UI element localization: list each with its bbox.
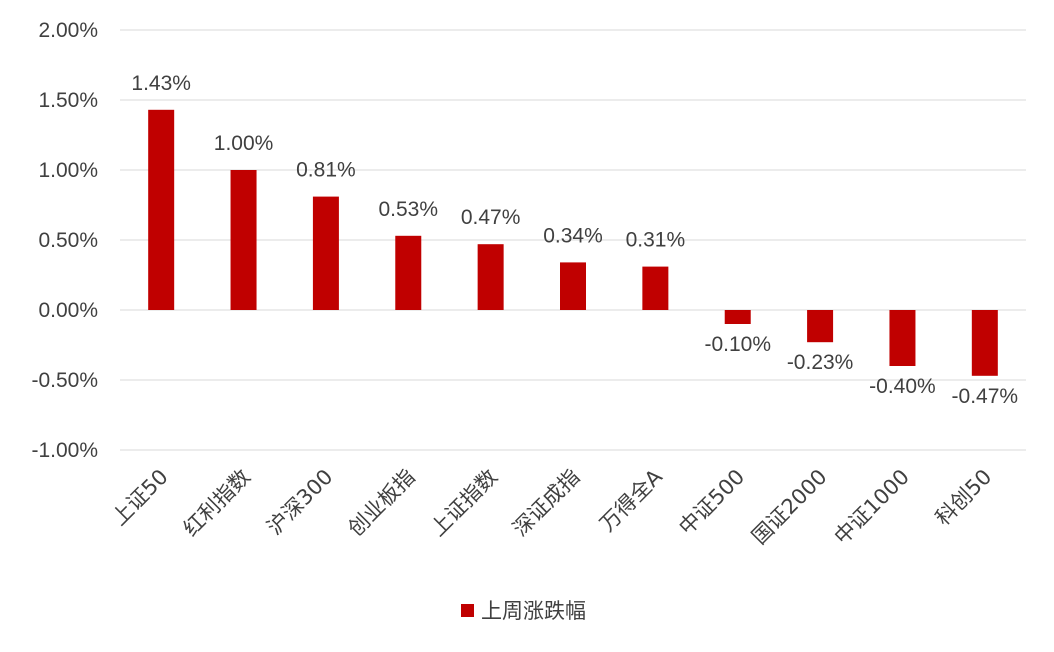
y-tick-label: 2.00% [38,19,98,42]
bar [724,310,751,324]
y-tick-label: 0.00% [38,299,98,322]
data-label: 0.47% [461,206,521,229]
x-tick-label: 国证2000 [747,465,831,549]
bar [560,262,586,310]
bars [148,109,998,376]
y-tick-label: 1.00% [38,159,98,182]
legend-label: 上周涨跌幅 [481,599,586,623]
bar [889,310,916,366]
legend: 上周涨跌幅 [461,599,586,623]
y-tick-label: -0.50% [31,369,98,392]
bar [312,196,339,310]
y-axis-ticks: 2.00% 1.50% 1.00% 0.50% 0.00% -0.50% -1.00% [31,19,98,462]
bar [642,266,669,310]
data-labels: 1.43% 1.00% 0.81% 0.53% 0.47% 0.34% 0.31% -0.10… [131,72,1018,408]
x-tick-label: 红利指数 [179,465,255,541]
y-tick-label: 0.50% [38,229,98,252]
data-label: 1.43% [131,72,191,95]
x-tick-label: 沪深300 [262,465,337,540]
bar [971,310,998,376]
data-label: -0.40% [869,375,936,398]
x-tick-label: 万得全A [595,464,667,536]
bar [395,235,422,310]
bar [148,109,175,310]
data-label: 0.31% [626,229,686,252]
x-tick-label: 上证50 [107,465,173,531]
bar [477,244,504,310]
data-label: -0.47% [952,385,1019,408]
x-tick-label: 科创50 [931,465,997,531]
x-axis-labels: 上证50 红利指数 沪深300 创业板指 上证指数 深证成指 万得全A 中证500国证2000… [107,464,996,549]
x-tick-label: 上证指数 [426,465,502,541]
data-label: 1.00% [214,132,274,155]
data-label: 0.34% [543,224,603,247]
y-tick-label: -1.00% [31,439,98,462]
x-tick-label: 深证成指 [508,465,584,541]
data-label: -0.10% [704,333,771,356]
x-tick-label: 创业板指 [343,465,419,541]
x-tick-label: 中证1000 [830,465,914,549]
data-label: -0.23% [787,351,854,374]
data-label: 0.81% [296,159,356,182]
bar [230,170,257,310]
data-label: 0.53% [378,198,438,221]
legend-swatch [461,604,474,617]
x-tick-label: 中证500 [674,465,749,540]
y-tick-label: 1.50% [38,89,98,112]
bar [807,310,834,343]
